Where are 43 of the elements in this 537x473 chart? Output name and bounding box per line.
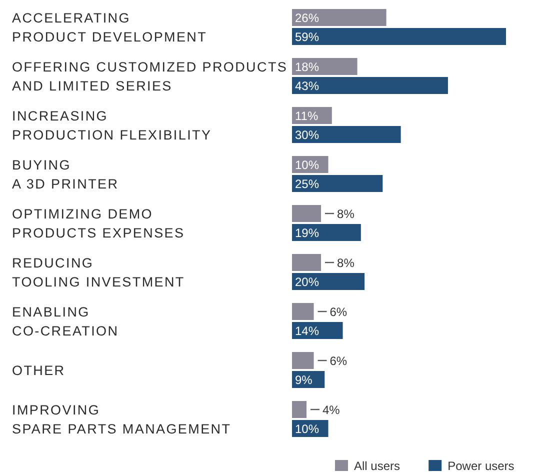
data-label: 59% xyxy=(295,30,320,44)
data-label: 11% xyxy=(295,109,318,123)
data-label: 6% xyxy=(330,354,348,368)
bar xyxy=(292,126,401,143)
bar xyxy=(292,28,506,45)
y-tick-label: IMPROVING SPARE PARTS MANAGEMENT xyxy=(12,402,232,436)
data-label: 4% xyxy=(322,403,340,417)
data-label: 19% xyxy=(295,226,320,240)
bar xyxy=(292,58,358,75)
bar xyxy=(292,254,322,271)
data-label: 8% xyxy=(337,207,355,221)
data-label: 30% xyxy=(295,128,320,142)
data-label: 18% xyxy=(295,60,320,74)
y-tick-label: OTHER xyxy=(12,363,66,378)
bar xyxy=(292,273,365,290)
data-label: 10% xyxy=(295,422,320,436)
y-tick-label: REDUCING TOOLING INVESTMENT xyxy=(12,256,185,290)
bar xyxy=(292,77,448,94)
bar xyxy=(292,401,307,418)
y-tick-label: INCREASING PRODUCTION FLEXIBILITY xyxy=(12,108,212,142)
data-label: 8% xyxy=(337,256,355,270)
y-tick-label: OFFERING CUSTOMIZED PRODUCTS AND LIMITED SERIES xyxy=(12,60,288,94)
bar xyxy=(292,303,314,320)
data-label: 6% xyxy=(330,305,348,319)
y-tick-label: BUYING A 3D PRINTER xyxy=(12,158,119,192)
bar xyxy=(292,9,386,26)
data-label: 20% xyxy=(295,275,320,289)
bar xyxy=(292,224,361,241)
y-tick-label: OPTIMIZING DEMO PRODUCTS EXPENSES xyxy=(12,206,185,240)
bar xyxy=(292,205,322,222)
data-label: 14% xyxy=(295,324,320,338)
data-label: 43% xyxy=(295,79,320,93)
y-tick-label: ACCELERATING PRODUCT DEVELOPMENT xyxy=(12,10,208,44)
legend-label: Power users xyxy=(448,459,514,473)
data-label: 9% xyxy=(295,373,313,387)
data-label: 26% xyxy=(295,11,320,25)
bar xyxy=(292,352,314,369)
bar xyxy=(292,175,383,192)
legend-label: All users xyxy=(354,459,400,473)
data-label: 25% xyxy=(295,177,320,191)
bar xyxy=(292,322,343,339)
data-label: 10% xyxy=(295,158,320,172)
y-tick-label: ENABLING CO-CREATION xyxy=(12,304,119,338)
